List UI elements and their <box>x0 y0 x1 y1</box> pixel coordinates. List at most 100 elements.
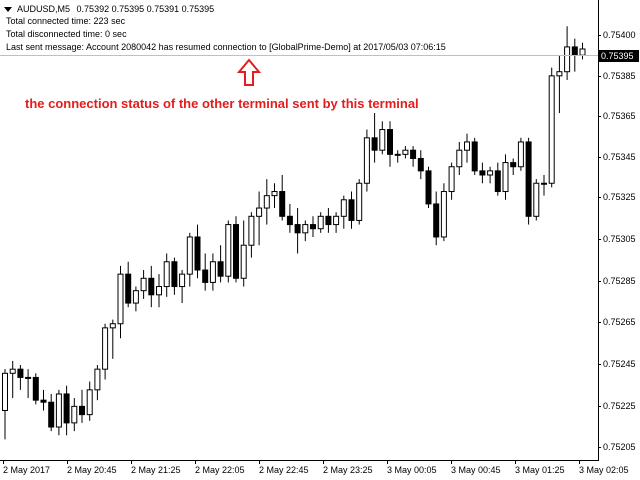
candle <box>325 208 332 233</box>
candle <box>440 183 447 242</box>
candle-body-up <box>464 141 470 151</box>
candle-body-down <box>433 203 440 238</box>
candle-body-down <box>294 224 301 234</box>
candle <box>579 42 586 60</box>
candle-body-up <box>248 215 255 246</box>
candle-body-up <box>340 199 347 217</box>
candle <box>209 253 216 291</box>
candle-body-down <box>171 261 178 288</box>
candle-body-down <box>125 273 132 304</box>
candle-body-up <box>132 290 139 304</box>
candle-body-up <box>379 129 386 151</box>
candle <box>471 137 478 175</box>
candle <box>279 174 286 221</box>
candle-body-up <box>456 149 463 168</box>
ohlc-values: 0.75392 0.75395 0.75391 0.75395 <box>76 4 215 14</box>
dropdown-triangle-icon[interactable] <box>4 7 12 13</box>
current-price-line <box>0 55 598 56</box>
candle <box>186 232 193 287</box>
candle <box>379 121 386 155</box>
candle-body-up <box>487 170 494 176</box>
candle-body-up <box>186 236 193 275</box>
symbol-info: AUDUSD,M5 0.75392 0.75395 0.75391 0.7539… <box>4 4 214 15</box>
candle <box>163 253 170 297</box>
candle <box>102 323 109 380</box>
candle-body-up <box>502 162 509 193</box>
candle-body-up <box>179 273 186 288</box>
candle-body-up <box>517 141 524 168</box>
candle <box>525 137 532 225</box>
annotation-text: the connection status of the other termi… <box>25 96 419 111</box>
candle-body-up <box>94 368 101 391</box>
candle-body-up <box>302 224 309 234</box>
candle <box>202 253 209 291</box>
candle-body-up <box>109 323 116 329</box>
candle <box>86 381 93 421</box>
time-tick-label: 2 May 21:25 <box>131 460 181 475</box>
candle <box>179 270 186 304</box>
candle <box>240 220 247 287</box>
candle-body-up <box>541 182 547 185</box>
candle <box>9 360 16 399</box>
candle <box>410 146 417 167</box>
candle <box>117 265 124 339</box>
candle <box>2 369 8 440</box>
candle <box>487 166 494 184</box>
candle <box>17 365 24 390</box>
candle-body-down <box>32 376 39 401</box>
candle <box>510 158 517 175</box>
price-tick-label: 0.75205 <box>598 442 636 452</box>
price-tick-label: 0.75345 <box>598 152 636 162</box>
chart-plot-area[interactable]: AUDUSD,M5 0.75392 0.75395 0.75391 0.7539… <box>0 0 599 461</box>
candle <box>125 261 132 308</box>
candle-body-down <box>417 157 424 172</box>
candle-body-down <box>425 170 432 205</box>
candle <box>48 393 55 432</box>
candle <box>248 212 255 258</box>
candle <box>464 133 470 163</box>
candle-body-down <box>310 224 316 230</box>
candle-body-down <box>494 170 501 193</box>
time-tick-label: 2 May 2017 <box>3 460 51 475</box>
candle-body-up <box>209 261 216 283</box>
candle-body-down <box>79 405 85 416</box>
time-tick-label: 2 May 22:05 <box>195 460 245 475</box>
candle-body-down <box>525 141 532 217</box>
candle <box>256 191 263 246</box>
candle-body-down <box>48 401 55 428</box>
candle <box>333 212 340 233</box>
candle <box>302 220 309 242</box>
candle-body-up <box>140 277 147 292</box>
candle-body-up <box>256 207 263 217</box>
candlestick-chart <box>2 26 586 440</box>
candle <box>140 270 147 299</box>
candle-body-down <box>279 191 286 217</box>
time-tick-label: 3 May 02:05 <box>579 460 629 475</box>
candle-body-down <box>471 141 478 172</box>
candle-body-up <box>9 368 16 374</box>
candle-body-down <box>371 137 378 151</box>
time-tick-label: 3 May 01:25 <box>515 460 565 475</box>
candle <box>448 162 455 200</box>
time-tick-label: 2 May 20:45 <box>67 460 117 475</box>
candle <box>402 146 409 159</box>
candle-body-up <box>333 215 340 226</box>
candle-body-down <box>217 261 224 277</box>
price-tick-label: 0.75305 <box>598 234 636 244</box>
price-tick-label: 0.75400 <box>598 30 636 40</box>
candle <box>310 216 316 237</box>
candle <box>217 245 224 283</box>
candle-body-up <box>564 46 571 73</box>
symbol-name: AUDUSD,M5 <box>17 4 71 14</box>
candle-body-down <box>410 149 417 159</box>
candle <box>548 67 555 188</box>
candle <box>417 150 424 180</box>
candle-body-up <box>533 182 540 217</box>
candle <box>25 369 32 399</box>
candle-body-up <box>25 376 32 379</box>
time-tick-label: 2 May 23:25 <box>323 460 373 475</box>
candle-body-up <box>448 166 455 193</box>
candle-body-up <box>394 153 401 156</box>
candle-body-up <box>363 137 370 184</box>
